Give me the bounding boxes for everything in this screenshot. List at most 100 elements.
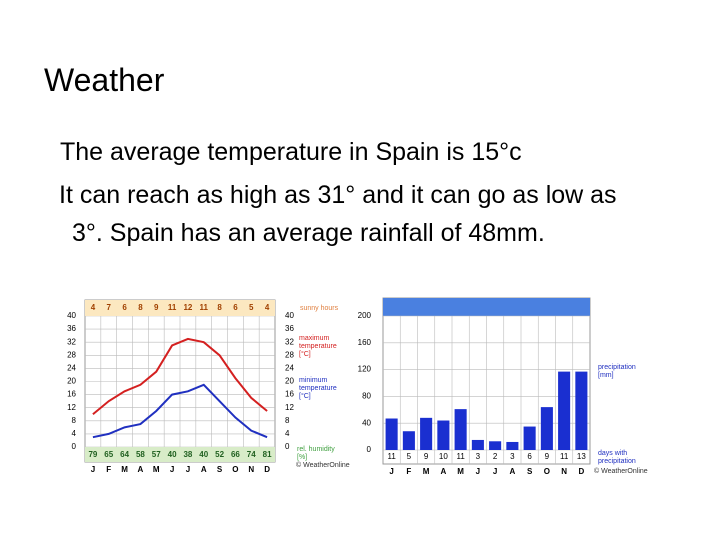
y-tick-label: 8 (72, 416, 77, 425)
paragraph: The average temperature in Spain is 15°c (60, 138, 522, 166)
y-tick-label: 20 (285, 377, 294, 386)
humidity: 66 (231, 450, 240, 459)
x-tick-label: J (186, 465, 190, 474)
y-tick-label: 12 (67, 403, 76, 412)
humidity: 40 (199, 450, 208, 459)
sunny-hours: 8 (138, 303, 143, 312)
humidity-row (85, 447, 275, 462)
humidity: 65 (104, 450, 113, 459)
series-line (92, 337, 268, 416)
y-tick-label: 8 (285, 416, 290, 425)
y-tick-label: 4 (72, 429, 77, 438)
bar (575, 371, 588, 450)
credit: © WeatherOnline (594, 468, 648, 475)
x-tick-label: J (91, 465, 95, 474)
bar (489, 441, 502, 450)
y-tick-label: 40 (67, 311, 76, 320)
y-tick-label: 200 (358, 311, 372, 320)
series-line (92, 383, 268, 439)
humidity: 58 (136, 450, 145, 459)
x-tick-label: M (153, 465, 160, 474)
bar (402, 431, 415, 450)
sunny-hours: 4 (265, 303, 270, 312)
x-tick-label: D (578, 467, 584, 476)
humidity: 74 (247, 450, 256, 459)
sunny-hours: 8 (217, 303, 222, 312)
x-tick-label: A (201, 465, 207, 474)
x-tick-label: J (476, 467, 480, 476)
humidity: 81 (263, 450, 272, 459)
y-tick-label: 16 (67, 390, 76, 399)
x-tick-label: M (423, 467, 430, 476)
x-tick-label: S (527, 467, 533, 476)
bar (523, 426, 536, 450)
legend-entry: minimum temperature [°C] (299, 377, 337, 400)
sunny-hours: 11 (168, 303, 177, 312)
y-tick-label: 24 (67, 364, 76, 373)
sunny-hours: 6 (122, 303, 127, 312)
bar (506, 441, 519, 450)
precip-days: 11 (387, 452, 396, 461)
y-tick-label: 12 (285, 403, 294, 412)
bar (437, 420, 450, 450)
precip-days: 6 (527, 452, 532, 461)
paragraph: It can reach as high as 31° and it can g… (59, 181, 617, 247)
legend-entry: maximum temperature [°C] (299, 335, 337, 358)
legend-entry: rel. humidity [%] (297, 446, 335, 461)
legend-entry: sunny hours (300, 305, 339, 312)
x-tick-label: M (121, 465, 128, 474)
precip-days: 9 (424, 452, 429, 461)
bar (420, 417, 433, 450)
x-tick-label: D (264, 465, 270, 474)
y-tick-label: 120 (358, 365, 372, 374)
x-tick-label: S (217, 465, 223, 474)
y-tick-label: 16 (285, 390, 294, 399)
y-tick-label: 28 (67, 350, 76, 359)
x-tick-label: N (561, 467, 567, 476)
y-tick-label: 24 (285, 364, 294, 373)
bar (454, 409, 467, 450)
x-tick-label: F (106, 465, 111, 474)
humidity: 79 (88, 450, 97, 459)
precip-days: 2 (493, 452, 498, 461)
humidity: 40 (168, 450, 177, 459)
precip-days: 5 (407, 452, 412, 461)
sunny-hours: 11 (200, 303, 209, 312)
precip-days: 10 (439, 452, 448, 461)
precip-days: 13 (577, 452, 586, 461)
bar (471, 439, 484, 450)
x-tick-label: M (457, 467, 464, 476)
y-tick-label: 4 (285, 429, 290, 438)
y-tick-label: 36 (285, 324, 294, 333)
bar (558, 371, 571, 450)
y-tick-label: 40 (362, 418, 371, 427)
slide-title: Weather (44, 62, 165, 98)
humidity: 52 (215, 450, 224, 459)
sunny-hours: 6 (233, 303, 238, 312)
y-tick-label: 20 (67, 377, 76, 386)
y-tick-label: 36 (67, 324, 76, 333)
precip-days: 3 (476, 452, 481, 461)
x-tick-label: A (138, 465, 144, 474)
sunny-hours: 9 (154, 303, 159, 312)
x-tick-label: J (389, 467, 393, 476)
humidity: 64 (120, 450, 129, 459)
x-tick-label: J (493, 467, 497, 476)
y-tick-label: 80 (362, 392, 371, 401)
bar (540, 407, 553, 450)
sunny-hours: 4 (91, 303, 96, 312)
y-tick-label: 40 (285, 311, 294, 320)
humidity: 38 (183, 450, 192, 459)
precip-days: 9 (545, 452, 550, 461)
y-tick-label: 32 (285, 337, 294, 346)
x-tick-label: A (440, 467, 446, 476)
y-tick-label: 0 (285, 442, 290, 451)
precip-days: 11 (560, 452, 569, 461)
x-tick-label: A (509, 467, 515, 476)
x-tick-label: F (406, 467, 411, 476)
bar (385, 418, 398, 450)
x-tick-label: O (544, 467, 550, 476)
y-tick-label: 0 (367, 445, 372, 454)
sunny-hours: 5 (249, 303, 254, 312)
